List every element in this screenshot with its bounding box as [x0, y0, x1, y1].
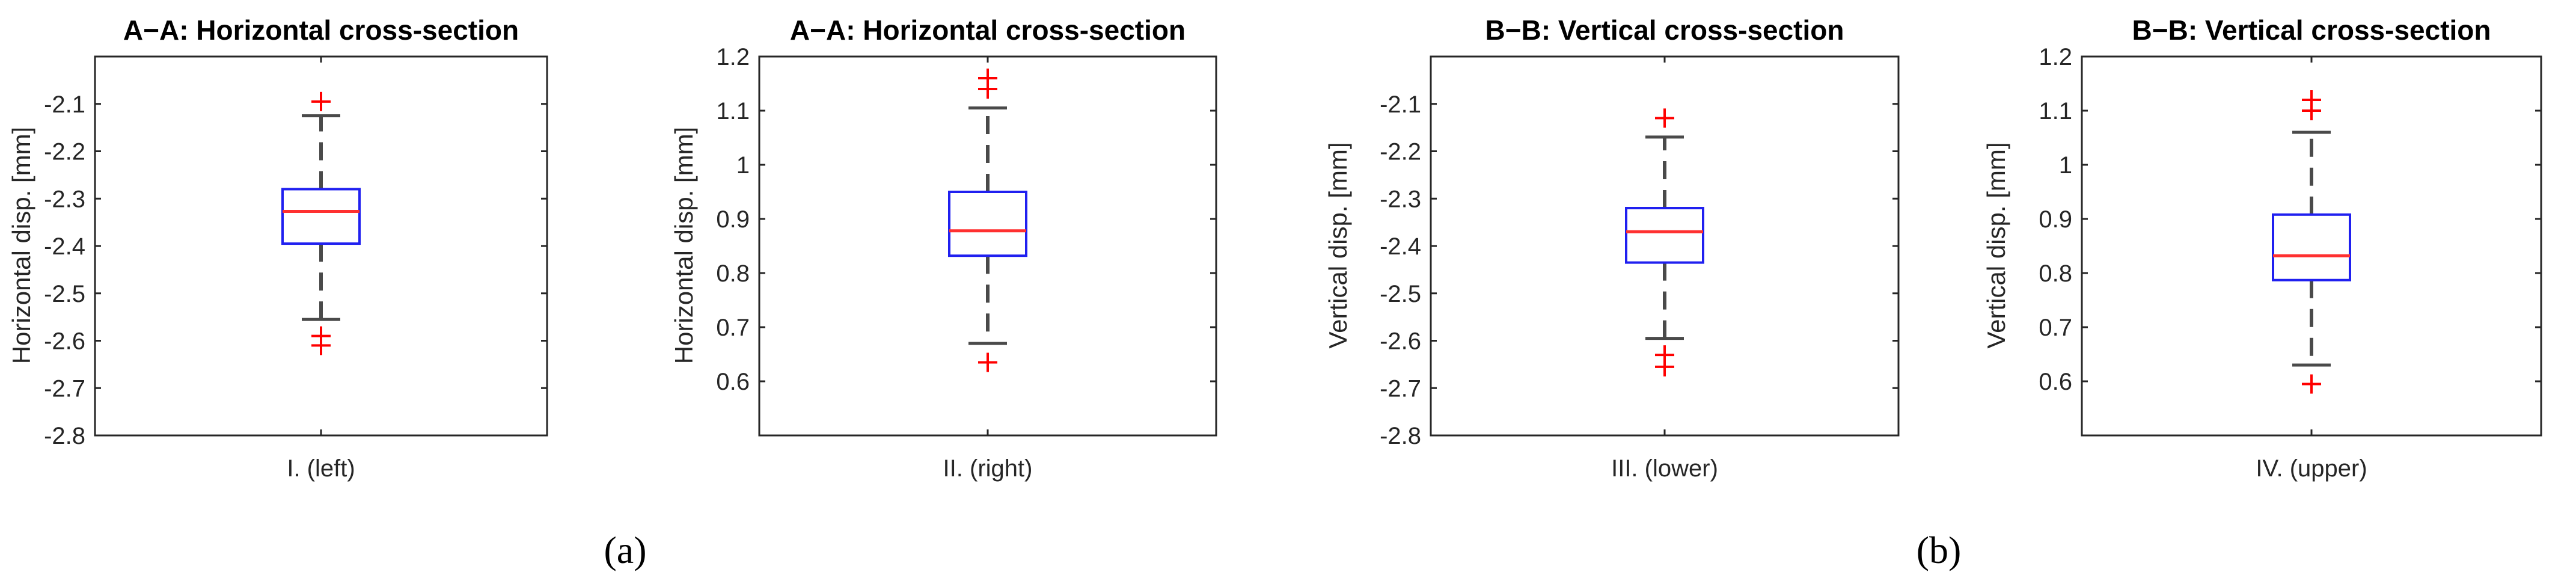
y-tick-label: -2.2: [1380, 139, 1421, 165]
chart-title: B−B: Vertical cross-section: [2132, 14, 2491, 46]
y-tick-label: -2.3: [1380, 186, 1421, 212]
outlier-marker: [2302, 374, 2321, 394]
category-label: II. (right): [943, 455, 1033, 482]
interquartile-box: [281, 188, 361, 245]
y-tick-label: -2.3: [44, 186, 85, 212]
y-tick-label: 0.7: [2039, 315, 2072, 341]
y-tick-label: -2.1: [1380, 91, 1421, 118]
y-tick-label: 1.2: [716, 44, 750, 70]
y-tick-label: 1.2: [2039, 44, 2072, 70]
y-tick-label: -2.4: [1380, 233, 1421, 260]
box-plot: [281, 91, 361, 355]
y-axis-label: Horizontal disp. [mm]: [670, 127, 698, 364]
y-tick-label: 1: [2059, 152, 2072, 179]
box-plot: [2272, 90, 2351, 394]
y-tick-label: 0.9: [2039, 206, 2072, 233]
y-tick-label: -2.1: [44, 91, 85, 118]
y-tick-label: 1.1: [716, 98, 750, 124]
y-axis-label: Vertical disp. [mm]: [1324, 142, 1352, 348]
y-tick-label: 1: [736, 152, 750, 179]
y-tick-label: -2.8: [44, 423, 85, 449]
y-tick-label: -2.2: [44, 139, 85, 165]
y-tick-label: 0.6: [2039, 369, 2072, 395]
interquartile-box: [948, 191, 1027, 257]
outlier-marker: [311, 336, 331, 355]
y-tick-label: -2.7: [1380, 375, 1421, 402]
chart-title: A−A: Horizontal cross-section: [790, 14, 1186, 46]
y-axis-ticks: 0.6 0.7 0.8 0.9 1 1.1 1.2: [716, 44, 1216, 435]
y-tick-label: -2.6: [44, 328, 85, 355]
chart-title: B−B: Vertical cross-section: [1485, 14, 1844, 46]
y-tick-label: -2.5: [44, 281, 85, 307]
outlier-marker: [978, 69, 997, 88]
chart-2: A−A: Horizontal cross-section Horizontal…: [670, 14, 1217, 482]
panel-label-a: (a): [604, 529, 646, 571]
y-tick-label: -2.4: [44, 233, 85, 260]
category-label: IV. (upper): [2256, 455, 2367, 482]
outlier-marker: [978, 352, 997, 372]
y-tick-label: -2.6: [1380, 328, 1421, 355]
chart-3: B−B: Vertical cross-section Vertical dis…: [1324, 14, 1900, 482]
y-tick-label: 0.9: [716, 206, 750, 233]
y-tick-label: 0.8: [716, 260, 750, 287]
category-label: III. (lower): [1611, 455, 1718, 482]
y-tick-label: 1.1: [2039, 98, 2072, 124]
y-axis-ticks: 0.6 0.7 0.8 0.9 1 1.1 1.2: [2039, 44, 2541, 435]
y-tick-label: -2.8: [1380, 423, 1421, 449]
y-axis-ticks: -2.8 -2.7 -2.6 -2.5 -2.4 -2.3 -2.2 -2.1: [44, 57, 547, 449]
outlier-marker: [1655, 357, 1674, 377]
y-tick-label: -2.7: [44, 375, 85, 402]
y-axis-label: Horizontal disp. [mm]: [7, 127, 35, 364]
y-tick-label: 0.6: [716, 369, 750, 395]
chart-title: A−A: Horizontal cross-section: [123, 14, 519, 46]
outlier-marker: [2302, 90, 2321, 109]
box-plot: [1625, 108, 1704, 377]
chart-4: B−B: Vertical cross-section Vertical dis…: [1982, 14, 2542, 482]
outlier-marker: [1655, 108, 1674, 128]
chart-1: A−A: Horizontal cross-section Horizontal…: [7, 14, 548, 482]
panel-label-b: (b): [1917, 529, 1962, 571]
box-plot: [948, 69, 1027, 372]
y-tick-label: 0.8: [2039, 260, 2072, 287]
interquartile-box: [2272, 213, 2351, 281]
interquartile-box: [1625, 207, 1704, 264]
y-tick-label: -2.5: [1380, 281, 1421, 307]
outlier-marker: [311, 91, 331, 111]
y-tick-label: 0.7: [716, 315, 750, 341]
y-axis-ticks: -2.8 -2.7 -2.6 -2.5 -2.4 -2.3 -2.2 -2.1: [1380, 57, 1898, 449]
y-axis-label: Vertical disp. [mm]: [1982, 142, 2010, 348]
category-label: I. (left): [287, 455, 355, 482]
